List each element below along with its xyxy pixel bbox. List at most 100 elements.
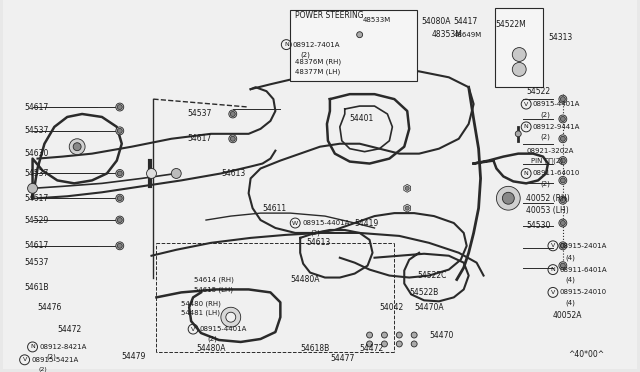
Text: 54617: 54617 bbox=[187, 134, 211, 143]
Text: 08915-24010: 08915-24010 bbox=[560, 289, 607, 295]
Text: 54480A: 54480A bbox=[196, 344, 225, 353]
Text: 54480A: 54480A bbox=[291, 275, 320, 284]
Text: 54401: 54401 bbox=[349, 115, 374, 124]
Circle shape bbox=[561, 263, 565, 268]
Text: N: N bbox=[30, 344, 35, 349]
Text: 40052 (RH): 40052 (RH) bbox=[526, 194, 570, 203]
Text: 54530: 54530 bbox=[526, 221, 550, 231]
Text: 48649M: 48649M bbox=[454, 32, 482, 38]
Circle shape bbox=[561, 243, 565, 248]
Text: 08915-4401A: 08915-4401A bbox=[199, 326, 246, 332]
Text: 54611: 54611 bbox=[262, 203, 287, 213]
Circle shape bbox=[381, 341, 387, 347]
Text: 40053 (LH): 40053 (LH) bbox=[526, 206, 569, 215]
Text: ^40*00^: ^40*00^ bbox=[568, 350, 604, 359]
Text: 54419: 54419 bbox=[355, 218, 379, 228]
Circle shape bbox=[116, 216, 124, 224]
Text: 54042: 54042 bbox=[380, 303, 404, 312]
Circle shape bbox=[229, 135, 237, 143]
Circle shape bbox=[367, 341, 372, 347]
Text: 54537: 54537 bbox=[24, 169, 49, 178]
Text: 54537: 54537 bbox=[187, 109, 212, 119]
Text: (2): (2) bbox=[38, 367, 47, 372]
Text: 54630: 54630 bbox=[24, 149, 49, 158]
Circle shape bbox=[559, 135, 567, 143]
Text: 48376M (RH): 48376M (RH) bbox=[295, 58, 341, 65]
Text: 54537: 54537 bbox=[24, 258, 49, 267]
Circle shape bbox=[512, 62, 526, 76]
Text: (2): (2) bbox=[540, 112, 550, 118]
Circle shape bbox=[561, 158, 565, 163]
Circle shape bbox=[116, 127, 124, 135]
Circle shape bbox=[561, 198, 565, 203]
Circle shape bbox=[367, 332, 372, 338]
Text: V: V bbox=[191, 327, 195, 331]
Circle shape bbox=[230, 136, 236, 141]
Text: 54472: 54472 bbox=[58, 325, 81, 334]
Text: 54615 (LH): 54615 (LH) bbox=[194, 286, 233, 293]
Circle shape bbox=[405, 206, 409, 210]
Bar bbox=[291, 10, 417, 81]
Text: N: N bbox=[550, 267, 556, 272]
Circle shape bbox=[561, 97, 565, 102]
Text: 40052A: 40052A bbox=[553, 311, 582, 320]
Text: 54472: 54472 bbox=[360, 344, 384, 353]
Circle shape bbox=[117, 171, 122, 176]
Text: N: N bbox=[524, 171, 529, 176]
Text: 08912-9441A: 08912-9441A bbox=[532, 124, 579, 130]
Text: (2): (2) bbox=[310, 230, 320, 236]
Circle shape bbox=[512, 48, 526, 61]
Circle shape bbox=[502, 192, 515, 204]
Text: 48353M: 48353M bbox=[432, 30, 463, 39]
Text: 54480 (RH): 54480 (RH) bbox=[181, 300, 221, 307]
Circle shape bbox=[116, 170, 124, 177]
Circle shape bbox=[226, 312, 236, 322]
Text: 54614 (RH): 54614 (RH) bbox=[194, 276, 234, 283]
Circle shape bbox=[172, 169, 181, 179]
Circle shape bbox=[411, 341, 417, 347]
Circle shape bbox=[515, 131, 521, 137]
Text: 54618B: 54618B bbox=[300, 344, 330, 353]
Circle shape bbox=[116, 103, 124, 111]
Text: (4): (4) bbox=[566, 254, 576, 261]
Text: POWER STEERING: POWER STEERING bbox=[295, 12, 364, 20]
Text: 08912-7401A: 08912-7401A bbox=[292, 42, 340, 48]
Text: 08911-64010: 08911-64010 bbox=[532, 170, 579, 176]
Text: 08912-8421A: 08912-8421A bbox=[40, 344, 87, 350]
Text: (2): (2) bbox=[540, 180, 550, 187]
Circle shape bbox=[28, 183, 38, 193]
Bar bbox=[495, 8, 543, 87]
Text: V: V bbox=[551, 243, 555, 248]
Circle shape bbox=[229, 110, 237, 118]
Polygon shape bbox=[404, 185, 411, 192]
Text: (2): (2) bbox=[207, 336, 217, 342]
Text: 54417: 54417 bbox=[454, 17, 478, 26]
Text: 54477: 54477 bbox=[330, 354, 355, 363]
Text: 08921-3202A: 08921-3202A bbox=[526, 148, 573, 154]
Circle shape bbox=[559, 157, 567, 164]
Text: 08915-2401A: 08915-2401A bbox=[560, 243, 607, 249]
Circle shape bbox=[117, 243, 122, 248]
Circle shape bbox=[221, 307, 241, 327]
Circle shape bbox=[230, 112, 236, 116]
Text: 54522: 54522 bbox=[526, 87, 550, 96]
Text: 54617: 54617 bbox=[24, 103, 49, 112]
Text: 54613: 54613 bbox=[221, 169, 245, 178]
Circle shape bbox=[69, 139, 85, 155]
Circle shape bbox=[561, 178, 565, 183]
Circle shape bbox=[559, 115, 567, 123]
Text: V: V bbox=[22, 357, 27, 362]
Text: 54617: 54617 bbox=[24, 241, 49, 250]
Circle shape bbox=[559, 196, 567, 204]
Text: N: N bbox=[524, 124, 529, 129]
Text: (2): (2) bbox=[540, 134, 550, 140]
Text: 54313: 54313 bbox=[548, 33, 572, 42]
Circle shape bbox=[561, 116, 565, 121]
Circle shape bbox=[356, 32, 363, 38]
Text: (2): (2) bbox=[300, 51, 310, 58]
Circle shape bbox=[116, 242, 124, 250]
Text: 54470: 54470 bbox=[429, 331, 453, 340]
Circle shape bbox=[396, 332, 403, 338]
Text: V: V bbox=[551, 290, 555, 295]
Text: 54522C: 54522C bbox=[417, 271, 447, 280]
